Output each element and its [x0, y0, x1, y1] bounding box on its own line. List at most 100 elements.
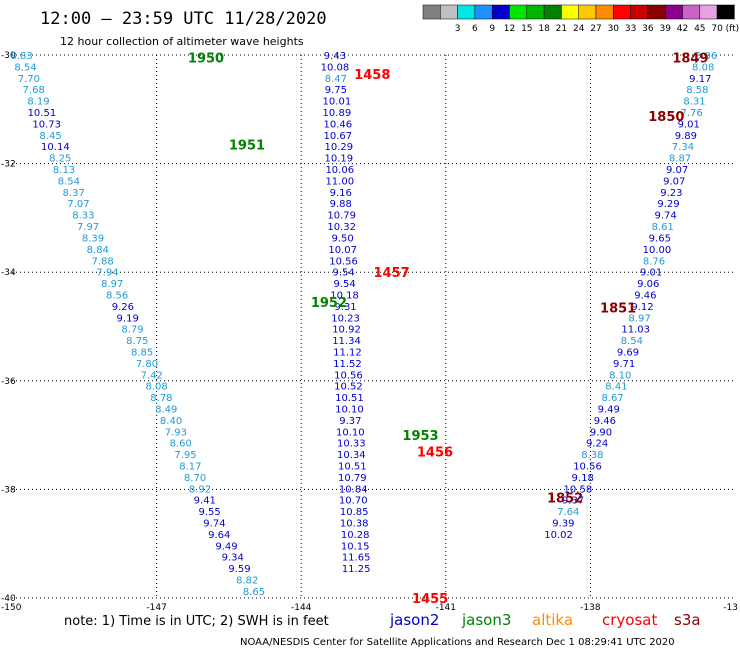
- wave-height-value: 7.95: [174, 450, 196, 461]
- wave-height-value: 9.29: [657, 199, 679, 210]
- wave-height-value: 10.38: [340, 519, 369, 530]
- wave-height-value: 7.94: [96, 268, 118, 279]
- wave-height-value: 10.79: [327, 211, 356, 222]
- wave-height-value: 10.29: [324, 142, 353, 153]
- x-tick-label: -138: [580, 603, 601, 613]
- y-tick-label: -36: [1, 377, 16, 387]
- wave-height-value: 8.10: [609, 370, 631, 381]
- wave-height-value: 9.18: [572, 473, 594, 484]
- wave-height-value: 8.45: [39, 131, 61, 142]
- wave-height-value: 10.89: [323, 108, 352, 119]
- wave-height-value: 7.42: [141, 370, 163, 381]
- wave-height-value: 11.34: [332, 336, 361, 347]
- wave-height-value: 9.23: [660, 188, 682, 199]
- wave-height-value: 10.56: [334, 370, 363, 381]
- legend-swatch: [682, 4, 701, 20]
- legend-label: 9: [489, 24, 495, 34]
- wave-height-value: 10.18: [330, 290, 359, 301]
- wave-height-value: 8.33: [72, 211, 94, 222]
- x-tick-label: -141: [436, 603, 456, 613]
- grid-lines: [12, 54, 735, 599]
- wave-height-value: 9.34: [222, 553, 244, 564]
- y-tick-label: -30: [1, 51, 16, 61]
- wave-height-value: 10.34: [337, 450, 366, 461]
- legend-label: 27: [590, 24, 601, 34]
- wave-height-value: 9.71: [613, 359, 635, 370]
- wave-height-value: 10.14: [41, 142, 70, 153]
- wave-height-value: 8.54: [14, 62, 36, 73]
- wave-height-value: 8.47: [325, 74, 347, 85]
- wave-height-value: 9.26: [112, 302, 134, 313]
- wave-height-value: 8.31: [683, 97, 705, 108]
- legend-label: 15: [521, 24, 532, 34]
- wave-height-value: 9.12: [631, 302, 653, 313]
- wave-height-value: 10.06: [325, 165, 354, 176]
- wave-height-value: 9.16: [330, 188, 352, 199]
- legend-swatch: [595, 4, 614, 20]
- wave-height-value: 10.85: [340, 507, 369, 518]
- legend-swatch: [630, 4, 649, 20]
- pass-number-label: 1851: [600, 301, 636, 316]
- legend-swatch: [440, 4, 458, 20]
- pass-number-label: 1455: [412, 592, 448, 607]
- legend-label: 18: [538, 24, 550, 34]
- wave-height-value: 9.74: [654, 211, 676, 222]
- wave-height-value: 10.19: [324, 154, 353, 165]
- wave-height-value: 7.93: [165, 427, 187, 438]
- legend-label: 70: [711, 24, 723, 34]
- legend-unit: (ft): [726, 24, 740, 34]
- pass-number-label: 1953: [402, 429, 438, 444]
- wave-height-value: 9.55: [198, 507, 220, 518]
- wave-height-value: 9.90: [590, 427, 612, 438]
- legend-swatch: [699, 4, 718, 20]
- legend-swatch: [613, 4, 631, 20]
- pass-number-label: 1951: [229, 139, 265, 154]
- wave-height-value: 7.64: [557, 507, 579, 518]
- wave-height-value: 8.61: [652, 222, 674, 233]
- pass-number-label: 1457: [374, 266, 410, 281]
- pass-number-label: 1952: [311, 296, 347, 311]
- wave-height-value: 10.56: [573, 462, 602, 473]
- wave-height-value: 9.31: [334, 302, 356, 313]
- wave-height-value: 10.07: [328, 245, 357, 256]
- mission-label-jason2: jason2: [389, 611, 439, 629]
- wave-height-value: 9.17: [689, 74, 711, 85]
- wave-height-value: 11.03: [621, 325, 650, 336]
- wave-height-value: 7.70: [18, 74, 40, 85]
- legend-swatch: [543, 4, 562, 20]
- wave-height-value: 10.70: [339, 496, 368, 507]
- wave-height-value: 8.87: [669, 154, 691, 165]
- legend-swatch: [474, 4, 493, 20]
- wave-height-value: 8.13: [53, 165, 75, 176]
- wave-height-value: 9.46: [594, 416, 616, 427]
- wave-height-value: 9.50: [332, 233, 354, 244]
- wave-height-value: 9.01: [640, 268, 662, 279]
- wave-height-value: 8.92: [189, 484, 211, 495]
- wave-height-value: 10.02: [544, 530, 573, 541]
- wave-height-value: 8.85: [131, 347, 153, 358]
- wave-height-value: 8.49: [155, 404, 177, 415]
- wave-height-value: 8.08: [692, 62, 714, 73]
- wave-height-value: 8.40: [160, 416, 182, 427]
- wave-height-value: 10.28: [341, 530, 370, 541]
- pass-number-label: 1458: [354, 68, 390, 83]
- wave-height-value: 8.54: [58, 176, 80, 187]
- wave-height-value: 9.41: [194, 496, 216, 507]
- wave-height-value: 8.83: [11, 51, 33, 62]
- legend-label: 3: [455, 24, 461, 34]
- pass-number-label: 1852: [547, 492, 583, 507]
- legend-swatch: [664, 4, 683, 20]
- y-tick-label: -34: [1, 268, 16, 278]
- wave-height-value: 10.08: [321, 62, 350, 73]
- wave-height-value: 8.08: [145, 382, 167, 393]
- wave-height-value: 11.00: [325, 176, 354, 187]
- legend-swatch: [509, 4, 528, 20]
- wave-height-value: 10.33: [337, 439, 366, 450]
- wave-height-value: 8.76: [643, 256, 665, 267]
- wave-height-value: 7.88: [91, 256, 113, 267]
- wave-height-value: 10.84: [339, 484, 368, 495]
- wave-height-value: 8.25: [49, 154, 71, 165]
- wave-height-value: 9.65: [649, 233, 671, 244]
- wave-height-value: 9.69: [617, 347, 639, 358]
